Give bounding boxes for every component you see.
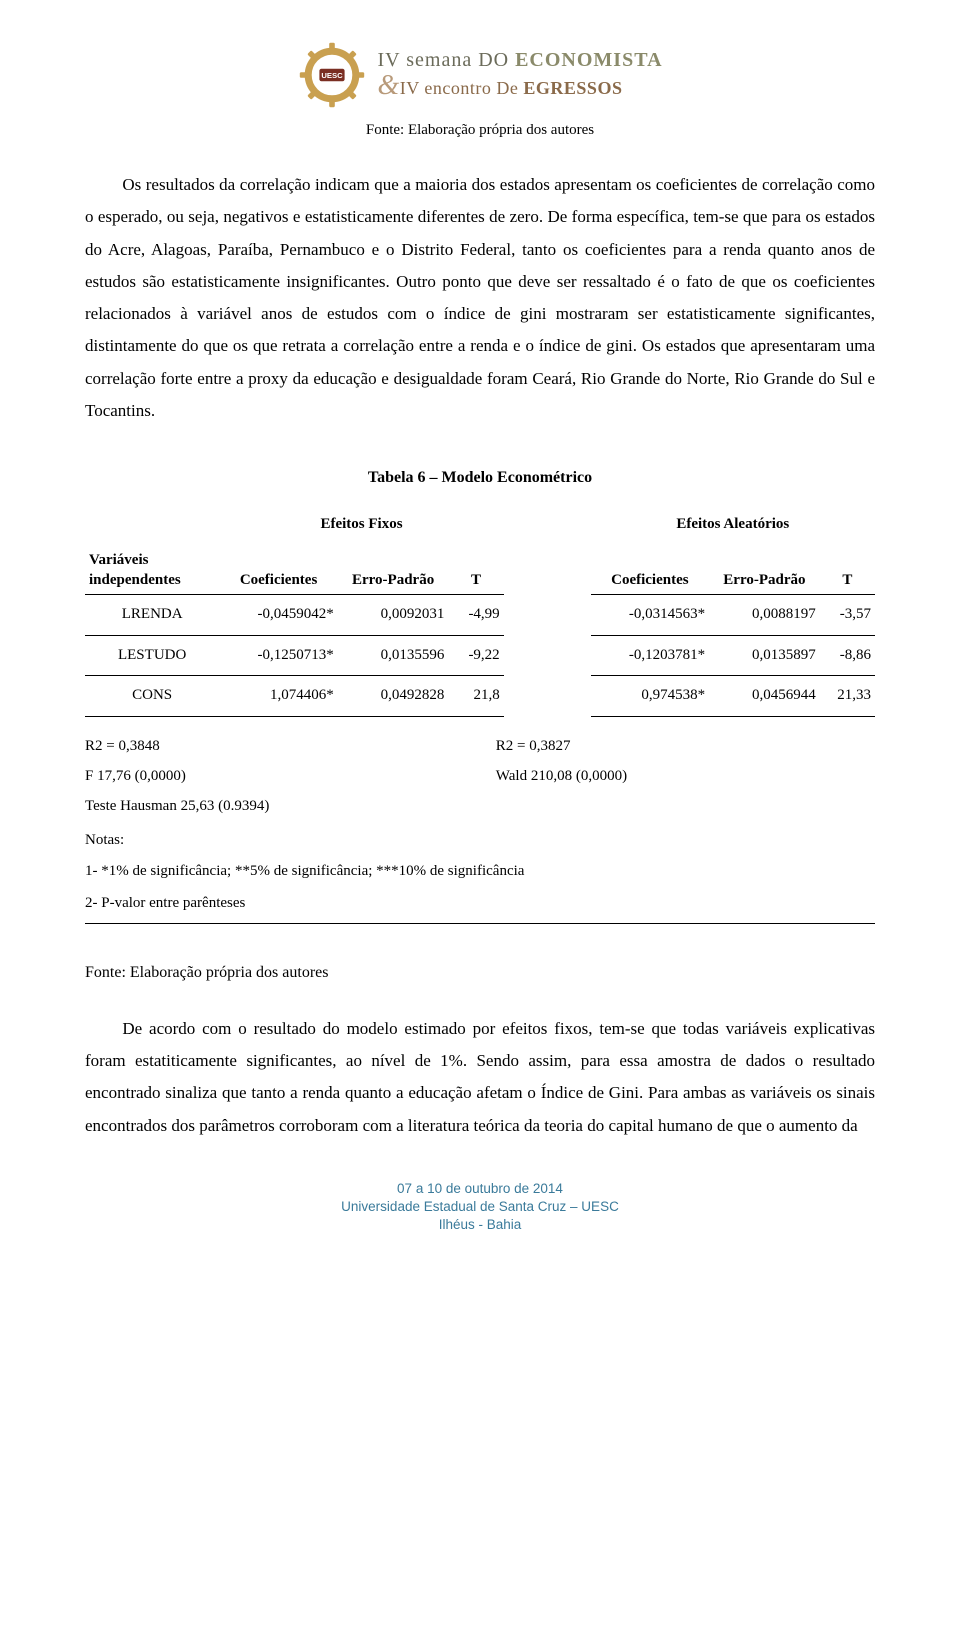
- cell-value: 21,8: [448, 676, 503, 717]
- footer-line-2: Universidade Estadual de Santa Cruz – UE…: [85, 1198, 875, 1216]
- event-line2-prefix: IV encontro De: [400, 78, 524, 98]
- cell-value: 0,0135897: [709, 635, 820, 676]
- cell-var: CONS: [85, 676, 219, 717]
- event-header: UESC IV semana DO ECONOMISTA &IV encontr…: [85, 40, 875, 110]
- notes-title: Notas:: [85, 825, 875, 857]
- cell-value: 0,0492828: [338, 676, 449, 717]
- table-title: Tabela 6 – Modelo Econométrico: [85, 463, 875, 493]
- ampersand-icon: &: [377, 70, 399, 101]
- cell-value: -0,1203781*: [591, 635, 710, 676]
- body-paragraph-2: De acordo com o resultado do modelo esti…: [85, 1013, 875, 1142]
- col-header-t-fixed: T: [448, 544, 503, 595]
- table-row: LESTUDO -0,1250713* 0,0135596 -9,22 -0,1…: [85, 635, 875, 676]
- source-caption-bottom: Fonte: Elaboração própria dos autores: [85, 958, 875, 988]
- note-2: 2- P-valor entre parênteses: [85, 888, 875, 920]
- wald-test: Wald 210,08 (0,0000): [496, 761, 875, 791]
- table-notes: Notas: 1- *1% de significância; **5% de …: [85, 825, 875, 925]
- cell-value: 0,0088197: [709, 595, 820, 636]
- f-test: F 17,76 (0,0000): [85, 761, 496, 791]
- cell-value: 0,0135596: [338, 635, 449, 676]
- cell-value: -9,22: [448, 635, 503, 676]
- cell-value: 0,0456944: [709, 676, 820, 717]
- note-1: 1- *1% de significância; **5% de signifi…: [85, 856, 875, 888]
- cell-value: -0,0314563*: [591, 595, 710, 636]
- cell-value: 21,33: [820, 676, 875, 717]
- event-line1-bold: ECONOMISTA: [515, 49, 662, 71]
- group-header-fixed: Efeitos Fixos: [219, 508, 503, 545]
- event-line2-bold: EGRESSOS: [523, 78, 622, 98]
- gear-icon: UESC: [297, 40, 367, 110]
- badge-text: UESC: [322, 71, 344, 80]
- footer-line-1: 07 a 10 de outubro de 2014: [85, 1180, 875, 1198]
- footer-line-3: Ilhéus - Bahia: [85, 1216, 875, 1234]
- cell-value: -4,99: [448, 595, 503, 636]
- cell-var: LESTUDO: [85, 635, 219, 676]
- cell-var: LRENDA: [85, 595, 219, 636]
- event-line1-prefix: IV semana DO: [377, 49, 515, 71]
- cell-value: -0,1250713*: [219, 635, 338, 676]
- table-body: LRENDA -0,0459042* 0,0092031 -4,99 -0,03…: [85, 595, 875, 717]
- col-header-var: Variáveis independentes: [85, 544, 219, 595]
- cell-value: 1,074406*: [219, 676, 338, 717]
- cell-value: 0,0092031: [338, 595, 449, 636]
- col-header-coef-fixed: Coeficientes: [219, 544, 338, 595]
- page-footer: 07 a 10 de outubro de 2014 Universidade …: [85, 1180, 875, 1235]
- table-row: LRENDA -0,0459042* 0,0092031 -4,99 -0,03…: [85, 595, 875, 636]
- source-caption-top: Fonte: Elaboração própria dos autores: [85, 120, 875, 141]
- stats-block: R2 = 0,3848 R2 = 0,3827 F 17,76 (0,0000)…: [85, 731, 875, 821]
- col-header-t-random: T: [820, 544, 875, 595]
- event-title: IV semana DO ECONOMISTA &IV encontro De …: [377, 49, 662, 102]
- econometric-table: Efeitos Fixos Efeitos Aleatórios Variáve…: [85, 508, 875, 717]
- table-row: CONS 1,074406* 0,0492828 21,8 0,974538* …: [85, 676, 875, 717]
- r2-fixed: R2 = 0,3848: [85, 731, 496, 761]
- col-header-se-fixed: Erro-Padrão: [338, 544, 449, 595]
- group-header-random: Efeitos Aleatórios: [591, 508, 875, 545]
- cell-value: -8,86: [820, 635, 875, 676]
- col-header-se-random: Erro-Padrão: [709, 544, 820, 595]
- col-header-coef-random: Coeficientes: [591, 544, 710, 595]
- cell-value: -3,57: [820, 595, 875, 636]
- hausman-test: Teste Hausman 25,63 (0.9394): [85, 791, 875, 821]
- r2-random: R2 = 0,3827: [496, 731, 875, 761]
- cell-value: -0,0459042*: [219, 595, 338, 636]
- body-paragraph-1: Os resultados da correlação indicam que …: [85, 169, 875, 427]
- cell-value: 0,974538*: [591, 676, 710, 717]
